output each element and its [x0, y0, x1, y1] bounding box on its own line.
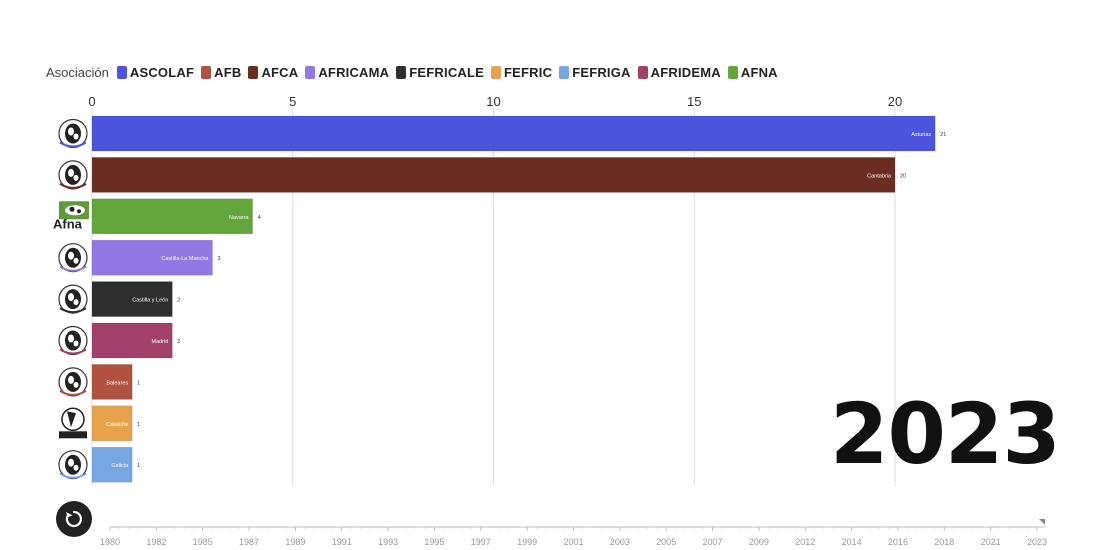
- timeline-label: 2009: [749, 537, 769, 547]
- legend-swatch: [727, 65, 738, 79]
- bar-afridema: [91, 322, 173, 359]
- bar-afb: [91, 364, 133, 400]
- legend-item-ascolaf[interactable]: ASCOLAF: [116, 64, 195, 80]
- legend-title: Asociación: [46, 64, 109, 80]
- bar-region-label: Galicia: [111, 463, 129, 469]
- timeline-label: 1995: [424, 537, 444, 547]
- bar-afca: [91, 157, 896, 193]
- legend-label: AFB: [214, 64, 242, 80]
- timeline-label: 1989: [285, 537, 305, 547]
- bar-region-label: Navarra: [229, 215, 250, 221]
- legend-item-fefricale[interactable]: FEFRICALE: [396, 65, 484, 80]
- cow-logo-icon: [58, 325, 88, 356]
- legend-label: AFNA: [740, 64, 778, 80]
- afna-logo-icon: Afna: [53, 201, 89, 231]
- cow-logo-icon: [58, 118, 88, 149]
- legend-label: ASCOLAF: [129, 64, 195, 80]
- timeline-label: 2005: [656, 537, 676, 547]
- bar-value-label: 21: [940, 132, 946, 138]
- legend-item-afna[interactable]: AFNA: [727, 64, 778, 80]
- x-tick-label: 10: [486, 94, 500, 109]
- x-tick-label: 20: [888, 94, 902, 109]
- bar-region-label: Madrid: [151, 339, 168, 345]
- bar-fefric: [91, 405, 133, 442]
- bar-region-label: Cantabria: [867, 173, 892, 179]
- bar-value-label: 20: [900, 173, 906, 179]
- legend-swatch: [637, 65, 648, 79]
- x-tick-label: 5: [289, 94, 296, 109]
- legend-swatch: [248, 65, 259, 79]
- bar-value-label: 1: [137, 463, 140, 469]
- bar-region-label: Baleares: [106, 380, 128, 386]
- legend: Asociación ASCOLAF AFB AFCA AFRICAMA FEFRICA…: [46, 62, 785, 82]
- legend-item-afridema[interactable]: AFRIDEMA: [637, 64, 721, 80]
- legend-swatch: [396, 65, 407, 79]
- bar-value-label: 3: [217, 256, 220, 262]
- x-tick-label: 0: [88, 94, 95, 109]
- timeline-label: 1985: [193, 537, 213, 547]
- timeline-label: 1991: [332, 537, 352, 547]
- bar-value-label: 4: [258, 215, 261, 221]
- timeline-label: 1982: [146, 537, 166, 547]
- bar-value-label: 1: [137, 422, 140, 428]
- legend-swatch: [559, 65, 570, 79]
- legend-item-afb[interactable]: AFB: [201, 65, 241, 80]
- legend-label: FEFRICALE: [409, 64, 485, 80]
- legend-swatch: [201, 65, 212, 79]
- legend-label: FEFRIC: [504, 64, 553, 80]
- fefric-logo-icon: [59, 407, 87, 439]
- bar-region-label: Castilla-La Mancha: [161, 256, 209, 262]
- timeline-label: 1997: [471, 537, 491, 547]
- legend-label: AFRICAMA: [318, 64, 390, 80]
- bar-ascolaf: [91, 115, 936, 152]
- legend-swatch: [491, 65, 502, 79]
- timeline-label: 1993: [378, 537, 398, 547]
- timeline-label: 2021: [981, 537, 1001, 547]
- bar-africama: [91, 239, 213, 276]
- timeline-label: 1999: [517, 537, 537, 547]
- bar-region-label: Cataluña: [106, 422, 129, 428]
- timeline-label: 2016: [888, 537, 908, 547]
- bar-afna: [91, 198, 253, 235]
- legend-item-afca[interactable]: AFCA: [248, 65, 298, 80]
- timeline-label: 1980: [100, 537, 120, 547]
- bar-region-label: Asturias: [911, 132, 931, 138]
- timeline-label: 2018: [934, 537, 954, 547]
- cow-logo-icon: [58, 243, 88, 273]
- cow-logo-icon: [58, 450, 88, 480]
- bar-value-label: 2: [177, 339, 180, 345]
- timeline-marker: [1039, 519, 1045, 525]
- cow-logo-icon: [58, 367, 88, 397]
- timeline-label: 2014: [842, 537, 862, 547]
- legend-item-fefriga[interactable]: FEFRIGA: [559, 65, 630, 80]
- cow-logo-icon: [58, 284, 88, 314]
- timeline-label: 2001: [563, 537, 583, 547]
- timeline-label: 2012: [795, 537, 815, 547]
- legend-item-africama[interactable]: AFRICAMA: [305, 65, 389, 80]
- legend-label: FEFRIGA: [572, 64, 631, 80]
- legend-swatch: [305, 65, 316, 79]
- bar-value-label: 1: [137, 380, 140, 386]
- replay-button[interactable]: [56, 501, 92, 537]
- legend-item-fefric[interactable]: FEFRIC: [491, 65, 552, 80]
- bar-fefricale: [91, 281, 173, 317]
- legend-swatch: [116, 65, 127, 79]
- legend-label: AFCA: [261, 64, 299, 80]
- timeline-label: 2003: [610, 537, 630, 547]
- timeline-label: 2007: [703, 537, 723, 547]
- legend-label: AFRIDEMA: [650, 64, 721, 80]
- replay-icon: [65, 510, 83, 528]
- timeline-label: 1987: [239, 537, 259, 547]
- x-tick-label: 15: [687, 94, 701, 109]
- bar-region-label: Castilla y León: [132, 298, 168, 304]
- cow-logo-icon: [58, 160, 88, 190]
- bar-fefriga: [91, 446, 133, 483]
- year-label: 2023: [830, 385, 1061, 483]
- bar-value-label: 2: [177, 298, 180, 304]
- svg-text:Afna: Afna: [53, 216, 83, 231]
- timeline-label: 2023: [1027, 537, 1047, 547]
